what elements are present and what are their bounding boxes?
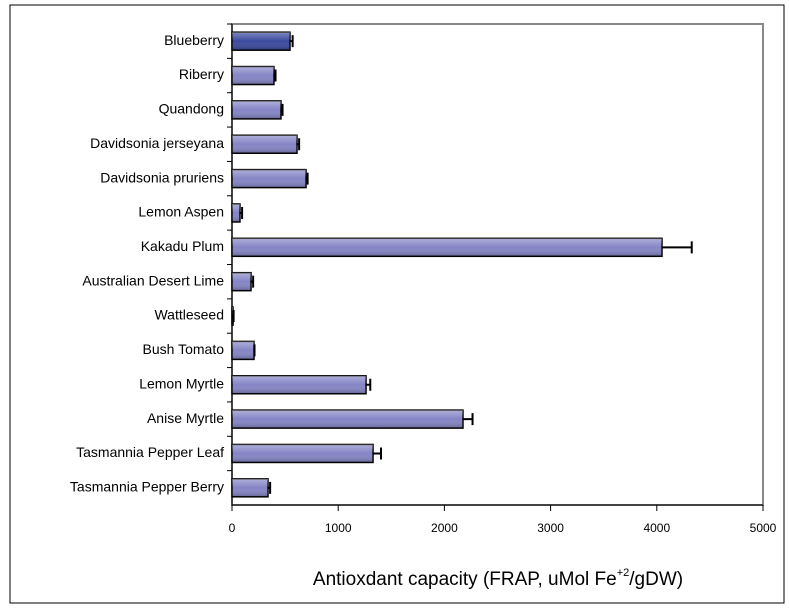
x-tick-label: 1000 [325,521,352,535]
bar-shade [232,375,367,394]
x-tick-label: 5000 [750,521,777,535]
bar-shade [232,135,297,154]
y-tick-label: Davidsonia jerseyana [90,135,224,151]
bar-shade [232,272,252,291]
bar-shade [232,100,281,119]
x-axis-label-sup: +2 [617,567,630,579]
x-tick-label: 4000 [643,521,670,535]
y-tick-label: Riberry [179,66,224,82]
bar-shade [232,478,269,497]
bar-shade [232,169,307,188]
error-bar [273,69,277,82]
x-axis-label: Antioxdant capacity (FRAP, uMol Fe+2/gDW… [313,567,683,590]
error-bar [296,138,301,151]
y-tick-label: Kakadu Plum [141,238,224,254]
y-tick-label: Australian Desert Lime [82,272,224,288]
y-tick-label: Lemon Myrtle [139,375,224,391]
bar-shade [232,341,254,360]
error-bar [280,103,284,116]
x-axis-label-end: /gDW) [629,569,683,590]
x-tick-label: 3000 [537,521,564,535]
chart-border [9,4,785,604]
y-tick-label: Wattleseed [154,307,224,323]
error-bar [289,35,294,48]
y-tick-label: Bush Tomato [143,341,225,357]
error-bar [306,172,309,185]
error-bar [268,481,272,494]
error-bar [253,344,256,357]
x-axis-label-main: Antioxdant capacity (FRAP, uMol Fe [313,569,617,590]
error-bar [251,275,255,288]
bar-shade [232,410,463,429]
bar-shade [232,307,234,326]
x-tick-label: 2000 [431,521,458,535]
y-tick-label: Quandong [159,101,224,117]
error-bar [232,310,235,323]
bar-shade [232,66,274,85]
error-bar [662,241,693,254]
y-tick-label: Davidsonia pruriens [100,169,224,185]
bar-shade [232,238,663,257]
plot-area [231,23,764,506]
x-tick-label: 0 [229,521,236,535]
y-tick-label: Anise Myrtle [147,410,224,426]
y-tick-label: Lemon Aspen [138,204,224,220]
bar-shade [232,32,290,51]
error-bar [366,378,372,391]
bar-shade [232,444,374,463]
y-tick-label: Tasmannia Pepper Leaf [76,444,224,460]
error-bar [239,206,244,219]
y-tick-label: Blueberry [164,32,224,48]
error-bar [462,413,474,426]
y-tick-label: Tasmannia Pepper Berry [70,479,224,495]
error-bar [373,447,382,460]
bar-shade [232,203,240,222]
